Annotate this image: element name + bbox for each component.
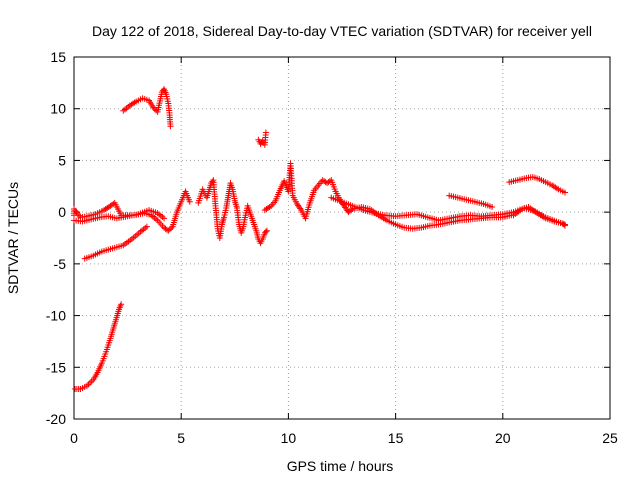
data-point [560,221,567,228]
y-tick-label: 5 [58,152,66,168]
y-tick-label: -5 [54,256,67,272]
y-tick-label: -10 [46,308,66,324]
chart-title: Day 122 of 2018, Sidereal Day-to-day VTE… [92,23,592,39]
y-axis-title: SDTVAR / TECUs [5,182,21,294]
data-point [263,227,270,234]
series-arc-mid-scatter [195,177,270,247]
series-arc-right-3 [510,203,568,229]
data-point [167,123,174,130]
y-tick-label: 0 [58,204,66,220]
data-point [166,226,173,233]
data-point [161,215,168,222]
data-point [561,222,568,229]
x-axis-title: GPS time / hours [287,458,394,474]
data-point [165,227,172,234]
data-point [348,207,355,214]
data-point [262,228,269,235]
series-arc-right-1 [446,192,496,210]
plot-frame [73,56,611,420]
data-point [150,104,157,111]
grid [74,57,610,419]
data-point [143,223,150,230]
y-tick-label: 10 [50,101,66,117]
data-point [489,203,496,210]
series-arc-low-band [81,223,150,262]
x-tick-label: 25 [602,430,618,446]
y-tick-label: 15 [50,49,66,65]
data-point [168,225,175,232]
series-arc-steep-rise [72,301,125,393]
data-point [118,301,125,308]
x-tick-label: 20 [495,430,511,446]
y-tick-label: -15 [46,359,66,375]
data-point [186,198,193,205]
data-point [561,189,568,196]
data-point [151,106,158,113]
y-tick-label: -20 [46,411,66,427]
x-tick-label: 0 [70,430,78,446]
series-arc-upper-left [120,86,174,130]
x-tick-label: 15 [388,430,404,446]
x-tick-label: 10 [281,430,297,446]
series-arc-mid-cluster [255,129,269,148]
x-tick-label: 5 [177,430,185,446]
axis-ticks: 0 5 10 15 20 25 -20 -15 -10 -5 0 5 10 15 [46,49,618,446]
series-arc-near-zero-2 [71,207,168,225]
data-point [262,129,269,136]
data-point [110,200,117,207]
series-arc-right-2 [506,173,568,196]
data-points [71,86,568,393]
